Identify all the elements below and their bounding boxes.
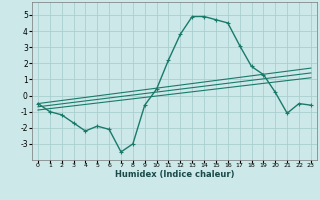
X-axis label: Humidex (Indice chaleur): Humidex (Indice chaleur)	[115, 170, 234, 179]
